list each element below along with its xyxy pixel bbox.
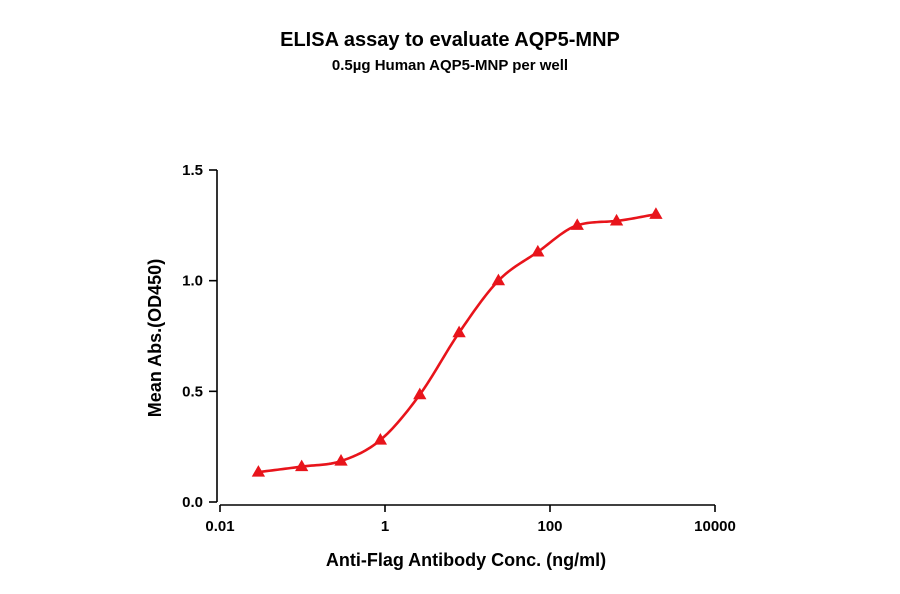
data-point-triangle	[373, 433, 388, 445]
data-point-triangle	[295, 459, 309, 472]
data-point-triangle	[570, 218, 584, 230]
data-point-triangle	[413, 387, 427, 400]
y-tick-label: 0.0	[182, 494, 203, 511]
data-point-triangle	[491, 273, 506, 286]
data-point-triangle	[251, 465, 266, 477]
data-point-triangle	[649, 207, 663, 219]
x-tick-label: 1	[381, 518, 389, 535]
fit-curve	[258, 212, 657, 474]
data-markers	[251, 207, 663, 477]
y-tick-label: 1.0	[182, 273, 203, 290]
data-point-triangle	[334, 454, 348, 466]
data-point-triangle	[452, 325, 466, 338]
axes	[216, 170, 715, 506]
y-axis-title: Mean Abs.(OD450)	[145, 259, 165, 417]
x-tick-label: 10000	[694, 518, 736, 535]
y-tick-label: 1.5	[182, 162, 203, 179]
y-ticks: 0.0 0.5 1.0 1.5	[182, 162, 217, 511]
y-tick-label: 0.5	[182, 383, 203, 400]
x-tick-label: 100	[537, 518, 562, 535]
x-tick-label: 0.01	[205, 518, 234, 535]
data-point-triangle	[609, 213, 624, 226]
x-axis-title: Anti-Flag Antibody Conc. (ng/ml)	[326, 550, 606, 570]
data-point-triangle	[531, 244, 545, 257]
chart-subtitle: 0.5µg Human AQP5-MNP per well	[332, 57, 568, 74]
x-ticks: 0.01 1 100 10000	[205, 505, 736, 535]
chart-title: ELISA assay to evaluate AQP5-MNP	[280, 29, 620, 51]
